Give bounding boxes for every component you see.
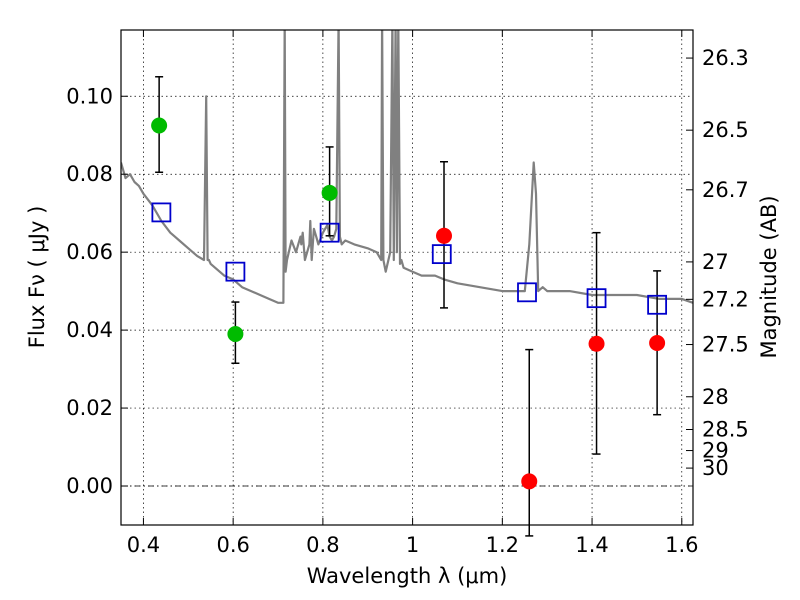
- right-tick-label: 26.5: [702, 118, 749, 142]
- model-photometry-square: [431, 244, 452, 265]
- y-tick-label: 0.08: [66, 162, 113, 186]
- y-tick-label: 0.10: [66, 84, 113, 108]
- right-tick-label: 27.2: [702, 287, 749, 311]
- model-photometry-square: [319, 222, 340, 243]
- red-data-point: [436, 227, 453, 244]
- right-tick-label: 26.3: [702, 46, 749, 70]
- red-data-point: [521, 473, 538, 490]
- x-tick-label: 1.6: [665, 533, 698, 557]
- right-tick-label: 28.5: [702, 418, 749, 442]
- model-photometry-square: [225, 261, 246, 282]
- x-tick-label: 0.6: [216, 533, 249, 557]
- right-tick-label: 26.7: [702, 178, 749, 202]
- right-tick-label: 27.5: [702, 333, 749, 357]
- y-tick-label: 0.02: [66, 396, 113, 420]
- plot-frame: [120, 29, 694, 526]
- x-tick-label: 1: [406, 533, 419, 557]
- right-axis-label: Magnitude (AB): [757, 195, 781, 358]
- right-tick-label: 27: [702, 250, 729, 274]
- right-tick-label: 29: [702, 439, 729, 463]
- right-tick-label: 30: [702, 456, 729, 480]
- green-data-point: [321, 184, 338, 201]
- red-data-point: [588, 335, 605, 352]
- y-axis-label: Flux Fν ( μJy ): [25, 206, 49, 349]
- green-data-point: [227, 326, 244, 343]
- y-tick-label: 0.00: [66, 474, 113, 498]
- x-tick-labels: 0.4 0.6 0.8 1 1.2 1.4 1.6: [127, 533, 699, 557]
- x-tick-label: 1.2: [486, 533, 519, 557]
- data-markers: [151, 117, 668, 490]
- axis-ticks: [121, 30, 693, 525]
- right-tick-label: 28: [702, 385, 729, 409]
- y-tick-labels: 0.00 0.02 0.04 0.06 0.08 0.10: [66, 84, 113, 498]
- model-spectrum-line: [121, 30, 693, 304]
- green-data-point: [151, 117, 168, 134]
- model-photometry-square: [151, 202, 172, 223]
- model-photometry-square: [647, 294, 668, 315]
- x-tick-label: 0.4: [127, 533, 160, 557]
- y-tick-label: 0.06: [66, 240, 113, 264]
- plot-area: [121, 30, 693, 525]
- x-tick-label: 1.4: [575, 533, 608, 557]
- x-tick-label: 0.8: [306, 533, 339, 557]
- model-photometry-square: [517, 282, 537, 303]
- red-data-point: [649, 334, 666, 351]
- model-spectrum: [121, 30, 693, 304]
- y-tick-label: 0.04: [66, 318, 113, 342]
- x-axis-label: Wavelength λ (μm): [307, 564, 508, 588]
- model-photometry-square: [586, 288, 607, 309]
